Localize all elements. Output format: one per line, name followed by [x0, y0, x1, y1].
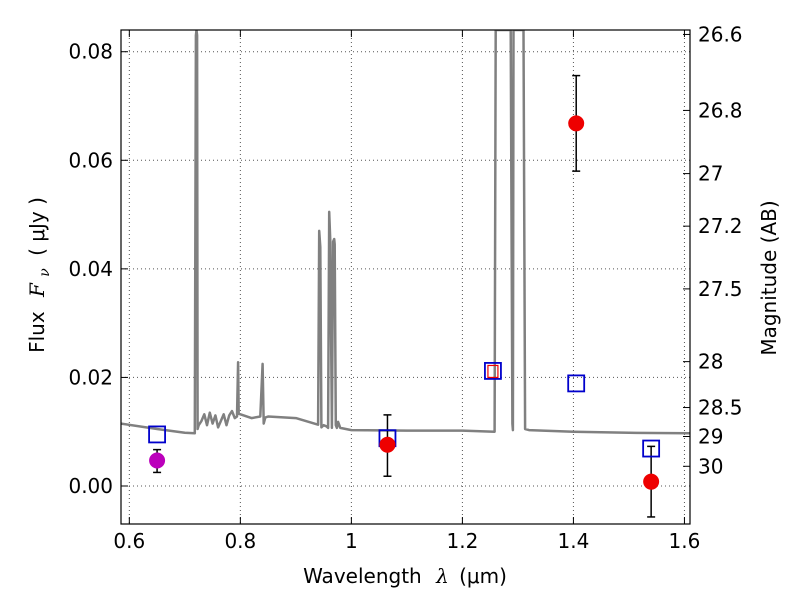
x-axis-title-symbol: λ — [435, 564, 449, 588]
axes-frame — [120, 29, 691, 525]
x-tick-label: 1.2 — [446, 529, 478, 553]
y2-tick-label: 30 — [698, 454, 723, 478]
upper-limit-box — [487, 364, 499, 379]
y2-tick-label: 27.5 — [698, 277, 743, 301]
y-axis-title: Flux F ν ( μJy ) — [25, 197, 54, 353]
axes: 0.6 0.8 1 1.2 1.4 1.6 0.00 0.02 0.04 0.06 0.08 26.6… — [68, 22, 742, 553]
filter-point-square — [642, 439, 661, 458]
template-spectrum-line — [121, 30, 690, 435]
y-axis-title-text: Flux — [25, 311, 49, 353]
y2-axis-title: Magnitude (AB) — [757, 200, 781, 355]
y2-tick-label: 27.2 — [698, 214, 743, 238]
x-axis-title-text: Wavelength — [303, 564, 422, 588]
x-axis-title: Wavelength λ (μm) — [303, 564, 507, 588]
x-tick-label: 0.6 — [113, 529, 145, 553]
y-tick-label: 0.06 — [68, 148, 113, 172]
filter-point-square — [148, 425, 166, 444]
y-tick-label: 0.00 — [68, 474, 113, 498]
y2-tick-label: 29 — [698, 424, 723, 448]
x-tick-label: 1.6 — [669, 529, 701, 553]
x-tick-label: 0.8 — [224, 529, 256, 553]
observed-point — [643, 473, 660, 490]
filter-point-square — [567, 374, 586, 393]
plot-area — [121, 30, 690, 518]
x-tick-label: 1.4 — [558, 529, 590, 553]
filter-point-square — [484, 362, 502, 380]
observed-point — [568, 115, 585, 132]
y-axis-title-subscript: ν — [37, 268, 53, 277]
y2-tick-label: 27 — [698, 162, 723, 186]
y2-tick-label: 28.5 — [698, 396, 743, 420]
y-tick-label: 0.08 — [68, 40, 113, 64]
y2-tick-label: 28 — [698, 350, 723, 374]
y-tick-label: 0.04 — [68, 257, 113, 281]
observed-point — [379, 436, 396, 453]
observed-point — [149, 452, 166, 469]
x-axis-title-unit: (μm) — [459, 564, 507, 588]
y2-tick-label: 26.8 — [698, 98, 743, 122]
y-axis-title-symbol: F — [25, 282, 49, 298]
grid-lines — [121, 30, 690, 524]
y-tick-label: 0.02 — [68, 365, 113, 389]
x-tick-label: 1 — [345, 529, 358, 553]
y-axis-title-unit: ( μJy ) — [25, 197, 49, 256]
y2-tick-label: 26.6 — [698, 22, 743, 46]
